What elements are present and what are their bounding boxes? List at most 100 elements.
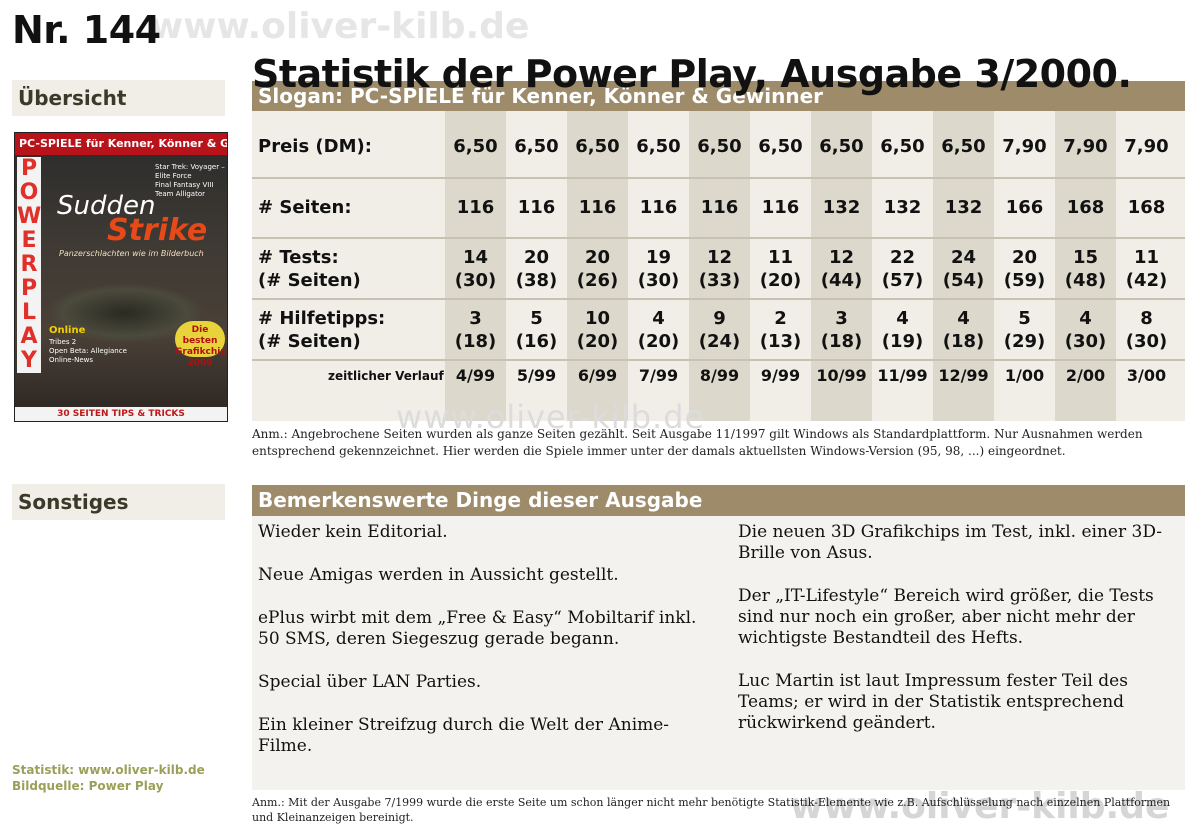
cell-price: 7,90: [1002, 136, 1047, 157]
row-divider: [252, 237, 1185, 239]
cell-tips-pages: (29): [1003, 331, 1046, 352]
cell-price: 6,50: [819, 136, 864, 157]
cell-tips: 4: [896, 308, 909, 329]
cover-masthead-letter: Y: [21, 348, 37, 373]
cell-pages: 166: [1005, 197, 1044, 218]
cover-masthead-letter: A: [20, 324, 38, 349]
issue-number: Nr. 144: [12, 8, 161, 52]
cover-masthead-letter: P: [20, 276, 38, 301]
cell-price: 6,50: [514, 136, 559, 157]
cell-tests: 14: [462, 247, 489, 268]
cell-tests: 11: [767, 247, 794, 268]
cell-tests: 12: [706, 247, 733, 268]
cover-online-item: Tribes 2: [49, 338, 77, 346]
row-label-tips: # Hilfetipps:: [258, 308, 386, 329]
timeline-label: zeitlicher Verlauf: [328, 369, 444, 383]
cell-tips-pages: (18): [454, 331, 497, 352]
slogan-bar: Slogan: PC-SPIELE für Kenner, Könner & G…: [252, 81, 1185, 111]
cell-tips-pages: (19): [881, 331, 924, 352]
cell-pages: 168: [1066, 197, 1105, 218]
cell-price: 7,90: [1063, 136, 1108, 157]
watermark-top: www.oliver-kilb.de: [150, 6, 530, 47]
remark-item: Luc Martin ist laut Impressum fester Tei…: [738, 671, 1128, 733]
cell-issue: 11/99: [877, 366, 928, 385]
footnote-cleanup: Anm.: Mit der Ausgabe 7/1999 wurde die e…: [252, 796, 1171, 824]
cell-pages: 132: [822, 197, 861, 218]
cover-online-item: Online-News: [49, 356, 94, 364]
cell-issue: 9/99: [760, 366, 801, 385]
watermark-bottom: www.oliver-kilb.de: [790, 786, 1170, 826]
cell-tips: 2: [774, 308, 787, 329]
cell-pages: 168: [1127, 197, 1166, 218]
cell-issue: 4/99: [455, 366, 496, 385]
cell-issue: 6/99: [577, 366, 618, 385]
remarks-right-column: Die neuen 3D Grafikchips im Test, inkl. …: [738, 522, 1178, 756]
cell-price: 6,50: [453, 136, 498, 157]
cover-masthead-letter: R: [20, 252, 38, 277]
cell-tips: 5: [1018, 308, 1031, 329]
row-label-pages: # Seiten:: [258, 197, 352, 218]
cell-tips-pages: (18): [820, 331, 863, 352]
cell-tests-pages: (54): [942, 270, 985, 291]
cell-tips: 9: [713, 308, 726, 329]
cover-masthead-letter: E: [21, 228, 37, 253]
cell-pages: 116: [639, 197, 678, 218]
cell-tips-pages: (30): [1064, 331, 1107, 352]
credit-statistics: Statistik: www.oliver-kilb.de: [12, 763, 205, 777]
cell-tests-pages: (42): [1125, 270, 1168, 291]
page-title: Statistik der Power Play, Ausgabe 3/2000…: [252, 52, 1132, 96]
cell-issue: 3/00: [1126, 366, 1167, 385]
cell-tips: 4: [652, 308, 665, 329]
cell-tests: 24: [950, 247, 977, 268]
cell-pages: 116: [700, 197, 739, 218]
cell-issue: 7/99: [638, 366, 679, 385]
column-shade: [689, 111, 750, 421]
row-label-tests-pages: (# Seiten): [258, 270, 361, 291]
cell-pages: 132: [944, 197, 983, 218]
stats-table: Slogan: PC-SPIELE für Kenner, Könner & G…: [252, 81, 1185, 421]
cell-tips: 4: [957, 308, 970, 329]
row-label-tips-pages: (# Seiten): [258, 331, 361, 352]
cell-price: 6,50: [697, 136, 742, 157]
cover-online-item: Open Beta: Allegiance: [49, 347, 127, 355]
remark-item: Neue Amigas werden in Aussicht gestellt.: [258, 565, 619, 585]
cell-tests-pages: (59): [1003, 270, 1046, 291]
cover-masthead-letter: P: [20, 156, 38, 181]
cell-tests-pages: (38): [515, 270, 558, 291]
cell-pages: 116: [517, 197, 556, 218]
row-divider: [252, 359, 1185, 361]
remarks-panel: Wieder kein Editorial. Neue Amigas werde…: [252, 516, 1185, 790]
cover-bottom-band: 30 SEITEN TIPS & TRICKS: [15, 407, 227, 421]
cell-tips-pages: (24): [698, 331, 741, 352]
cell-tips-pages: (16): [515, 331, 558, 352]
cover-side-item: Team Alligator: [155, 190, 205, 198]
cell-pages: 116: [761, 197, 800, 218]
cell-pages: 132: [883, 197, 922, 218]
remark-item: Der „IT-Lifestyle“ Bereich wird größer, …: [738, 586, 1154, 648]
cell-issue: 5/99: [516, 366, 557, 385]
watermark-middle: www.oliver-kilb.de: [396, 398, 706, 436]
cover-online-list: Tribes 2 Open Beta: Allegiance Online-Ne…: [49, 338, 127, 365]
column-shade: [811, 111, 872, 421]
cell-tests: 12: [828, 247, 855, 268]
cell-tests: 15: [1072, 247, 1099, 268]
remark-item: Die neuen 3D Grafikchips im Test, inkl. …: [738, 522, 1163, 563]
remarks-title: Bemerkenswerte Dinge dieser Ausgabe: [252, 485, 1185, 516]
cell-tips: 4: [1079, 308, 1092, 329]
cell-price: 6,50: [941, 136, 986, 157]
cell-price: 6,50: [880, 136, 925, 157]
cell-tests-pages: (30): [454, 270, 497, 291]
cell-tests: 20: [584, 247, 611, 268]
cell-tips: 3: [469, 308, 482, 329]
column-shade: [1055, 111, 1116, 421]
cell-price: 6,50: [636, 136, 681, 157]
cell-price: 7,90: [1124, 136, 1169, 157]
misc-heading: Sonstiges: [12, 484, 225, 520]
remark-item: Special über LAN Parties.: [258, 672, 482, 692]
row-divider: [252, 177, 1185, 179]
cover-side-item: Final Fantasy VIII: [155, 181, 214, 189]
cover-masthead-letter: W: [17, 204, 42, 229]
cell-tests-pages: (30): [637, 270, 680, 291]
cell-tips-pages: (20): [637, 331, 680, 352]
